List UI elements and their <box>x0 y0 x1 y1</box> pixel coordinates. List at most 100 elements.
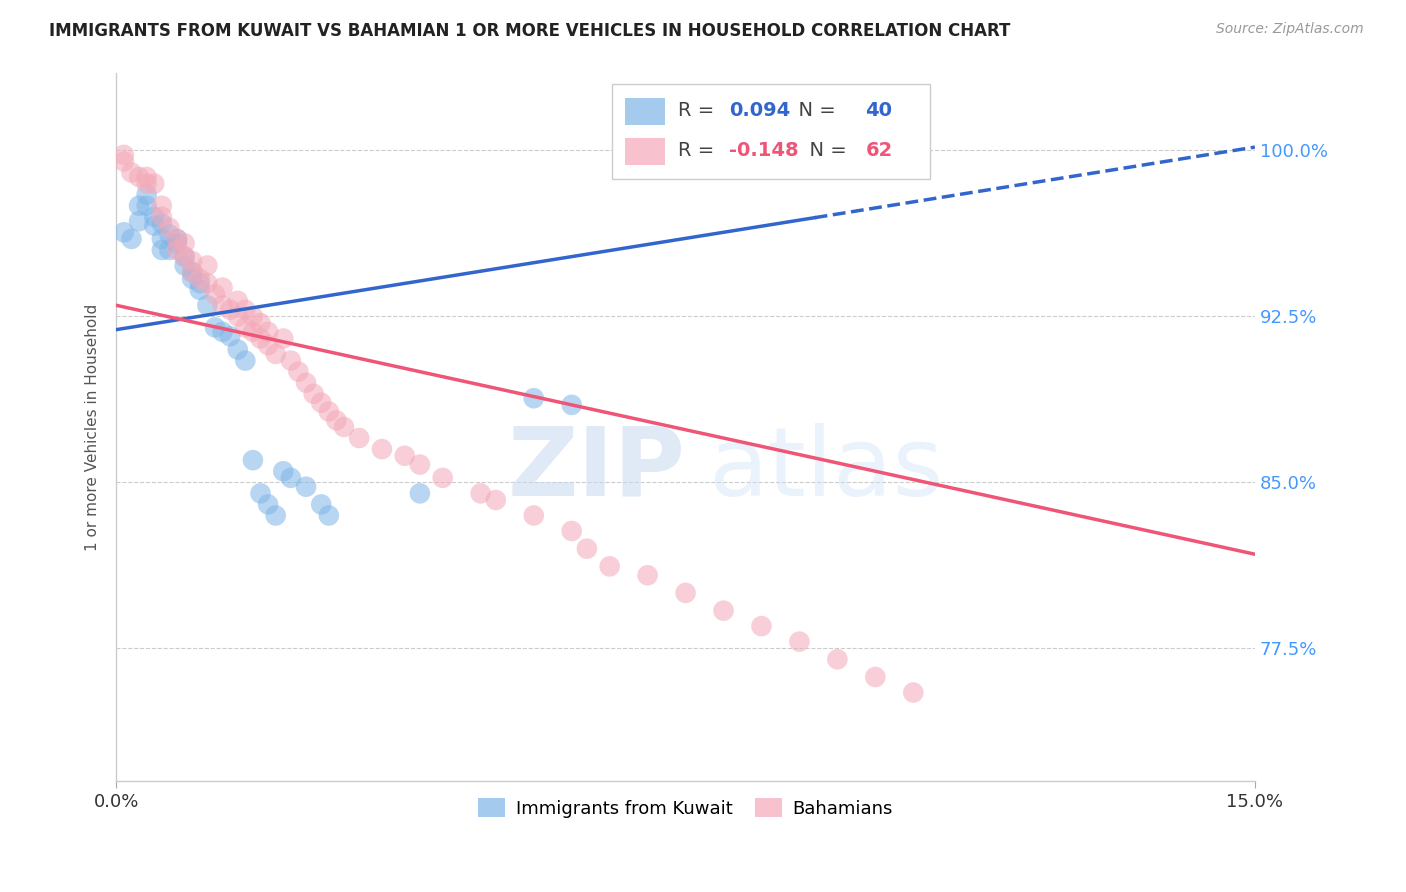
Point <box>409 486 432 500</box>
Text: -0.148: -0.148 <box>728 141 799 161</box>
Point <box>211 325 233 339</box>
Point <box>249 316 271 330</box>
Point <box>143 219 166 233</box>
Point <box>318 508 340 523</box>
Point <box>188 276 211 290</box>
Point <box>561 398 583 412</box>
Point <box>287 365 309 379</box>
Point <box>226 310 249 324</box>
Point <box>226 343 249 357</box>
Point <box>257 325 280 339</box>
Point <box>309 395 332 409</box>
Point <box>150 243 173 257</box>
Point <box>173 250 195 264</box>
Point <box>394 449 416 463</box>
Text: 40: 40 <box>866 101 893 120</box>
Point <box>128 214 150 228</box>
Text: R =: R = <box>678 101 720 120</box>
Point <box>242 453 264 467</box>
Point <box>112 148 135 162</box>
Point <box>599 559 621 574</box>
Point <box>181 271 204 285</box>
Point <box>249 331 271 345</box>
Point <box>204 320 226 334</box>
Point <box>135 187 157 202</box>
Point <box>128 169 150 184</box>
Point <box>188 271 211 285</box>
Point <box>309 498 332 512</box>
Text: atlas: atlas <box>709 423 943 516</box>
Point <box>803 139 825 153</box>
Point <box>112 225 135 239</box>
Text: ZIP: ZIP <box>508 423 686 516</box>
Point <box>195 298 218 312</box>
Text: Source: ZipAtlas.com: Source: ZipAtlas.com <box>1216 22 1364 37</box>
Point <box>409 458 432 472</box>
Point <box>166 232 188 246</box>
Point <box>157 220 180 235</box>
Point <box>333 420 356 434</box>
Point <box>257 498 280 512</box>
Point <box>242 310 264 324</box>
Point <box>120 232 142 246</box>
Point <box>112 154 135 169</box>
Point <box>789 634 811 648</box>
Point <box>257 338 280 352</box>
Point <box>485 493 508 508</box>
Point <box>325 413 347 427</box>
Point <box>827 652 849 666</box>
Point <box>249 486 271 500</box>
Point <box>181 254 204 268</box>
Text: R =: R = <box>678 141 720 161</box>
Point <box>143 177 166 191</box>
Point <box>150 216 173 230</box>
Point <box>157 227 180 242</box>
Point <box>211 298 233 312</box>
Point <box>195 276 218 290</box>
Point <box>157 243 180 257</box>
Point <box>166 232 188 246</box>
Text: 0.094: 0.094 <box>728 101 790 120</box>
Point <box>226 293 249 308</box>
FancyBboxPatch shape <box>626 138 665 165</box>
Point <box>211 280 233 294</box>
Point <box>233 320 256 334</box>
Point <box>470 486 492 500</box>
Point <box>280 471 302 485</box>
Point <box>166 243 188 257</box>
Point <box>233 302 256 317</box>
Point <box>195 259 218 273</box>
Point <box>135 169 157 184</box>
Point <box>143 210 166 224</box>
Point <box>295 480 318 494</box>
Point <box>188 283 211 297</box>
Point <box>173 259 195 273</box>
Point <box>264 347 287 361</box>
Point <box>903 685 925 699</box>
Point <box>713 604 735 618</box>
Point <box>150 210 173 224</box>
Point <box>280 353 302 368</box>
Point <box>150 199 173 213</box>
Point <box>242 325 264 339</box>
Point <box>166 236 188 251</box>
Point <box>271 331 294 345</box>
Point <box>120 165 142 179</box>
Point <box>675 586 697 600</box>
Point <box>347 431 370 445</box>
Point <box>173 250 195 264</box>
Point <box>181 265 204 279</box>
Point <box>219 302 242 317</box>
Point <box>135 199 157 213</box>
Point <box>150 232 173 246</box>
Point <box>219 329 242 343</box>
Point <box>181 265 204 279</box>
Point <box>523 391 546 405</box>
Point <box>523 508 546 523</box>
Text: 62: 62 <box>866 141 893 161</box>
Text: N =: N = <box>786 101 842 120</box>
Point <box>264 508 287 523</box>
Point <box>432 471 454 485</box>
Text: IMMIGRANTS FROM KUWAIT VS BAHAMIAN 1 OR MORE VEHICLES IN HOUSEHOLD CORRELATION C: IMMIGRANTS FROM KUWAIT VS BAHAMIAN 1 OR … <box>49 22 1011 40</box>
Point <box>575 541 598 556</box>
